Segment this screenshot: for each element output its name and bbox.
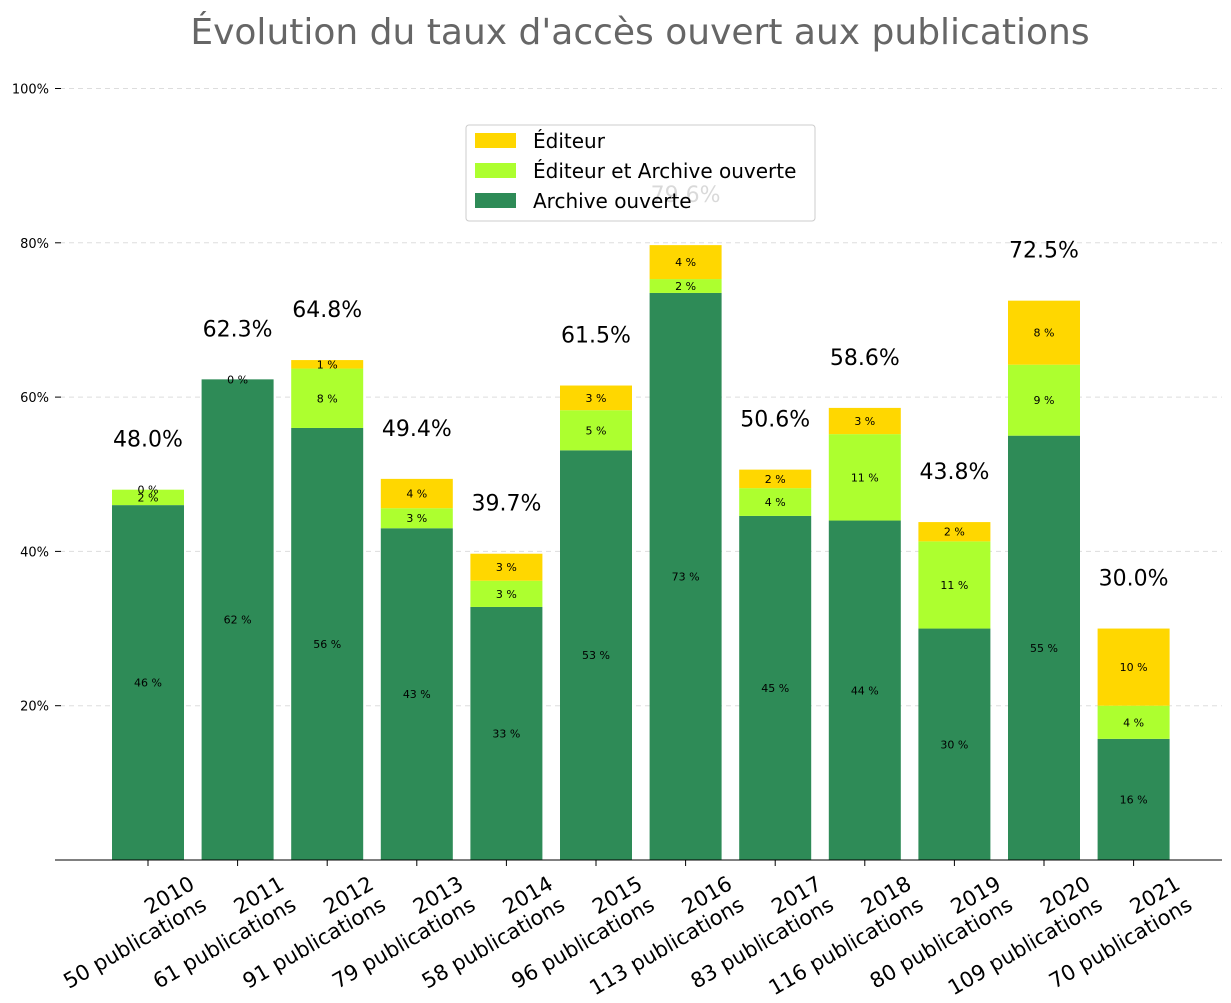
total-label: 50.6% <box>740 408 810 433</box>
segment-label: 4 % <box>406 488 427 501</box>
bar-segment <box>739 515 812 860</box>
segment-label: 62 % <box>224 614 252 627</box>
segment-label: 0 % <box>138 484 159 497</box>
bar-segment <box>291 368 364 428</box>
segment-label: 1 % <box>317 358 338 371</box>
legend: Éditeur Éditeur et Archive ouverte Archive… <box>465 124 816 222</box>
segment-label: 2 % <box>765 473 786 486</box>
segment-label: 3 % <box>496 588 517 601</box>
bar-segment <box>380 478 453 509</box>
segment-label: 33 % <box>492 727 520 740</box>
segment-label: 56 % <box>313 638 341 651</box>
y-tick-label: 60% <box>20 391 49 406</box>
segment-label: 46 % <box>134 677 162 690</box>
segment-label: 11 % <box>940 579 968 592</box>
segment-label: 2 % <box>944 526 965 539</box>
bar-segment <box>828 407 901 435</box>
bar-segment <box>560 385 632 411</box>
segment-label: 8 % <box>317 392 338 405</box>
segment-label: 53 % <box>582 649 610 662</box>
bar-segment <box>291 360 364 369</box>
segment-label: 30 % <box>940 738 968 751</box>
bar-segment <box>1008 364 1080 436</box>
total-label: 48.0% <box>113 428 183 453</box>
segment-label: 10 % <box>1120 661 1148 674</box>
total-label: 64.8% <box>292 298 362 323</box>
segment-label: 5 % <box>586 424 607 437</box>
bar-segment <box>918 541 991 629</box>
segment-label: 2 % <box>138 491 159 504</box>
total-label: 43.8% <box>919 460 989 485</box>
bar-segment <box>560 410 632 451</box>
y-tick-label: 40% <box>20 545 49 560</box>
legend-frame <box>465 124 816 222</box>
bar-segment <box>112 505 184 860</box>
segment-label: 43 % <box>403 688 431 701</box>
bar-segment <box>380 528 453 860</box>
legend-label: Archive ouverte <box>533 189 692 213</box>
segment-label: 3 % <box>854 415 875 428</box>
bar-segment <box>1008 300 1080 365</box>
segment-label: 3 % <box>406 512 427 525</box>
total-label: 61.5% <box>561 324 631 349</box>
bar-segment <box>470 580 543 607</box>
segment-label: 4 % <box>1123 716 1144 729</box>
bar-segment <box>739 488 812 516</box>
bar-segment <box>112 489 184 506</box>
bar-segment <box>649 279 722 293</box>
bar-segment <box>739 469 812 489</box>
segment-label: 9 % <box>1034 394 1055 407</box>
bar-segment <box>201 379 274 860</box>
segment-label: 44 % <box>851 684 879 697</box>
bar-segment <box>649 245 722 280</box>
segment-label: 45 % <box>761 682 789 695</box>
x-tick-count: 50 publications <box>59 892 210 993</box>
segment-label: 3 % <box>586 392 607 405</box>
chart-title: Évolution du taux d'accès ouvert aux pub… <box>190 11 1089 53</box>
bars: 46 %2 %0 %62 %0 %56 %8 %1 %43 %3 %4 %33 … <box>112 245 1170 860</box>
bar-segment <box>1097 628 1170 706</box>
segment-label: 4 % <box>765 496 786 509</box>
segment-label: 16 % <box>1120 793 1148 806</box>
y-tick-label: 20% <box>20 700 49 715</box>
segment-label: 11 % <box>851 471 879 484</box>
bar-segment <box>380 508 453 529</box>
total-label: 39.7% <box>471 492 541 517</box>
bar-segment <box>560 450 632 860</box>
total-label: 58.6% <box>830 346 900 371</box>
total-label: 49.4% <box>382 417 452 442</box>
bar-segment <box>470 553 543 581</box>
bar-segment <box>291 427 364 860</box>
segment-label: 2 % <box>675 280 696 293</box>
bar-segment <box>470 606 543 860</box>
bar-segment <box>828 434 901 521</box>
y-axis: 20% 40% 60% 80% 100% <box>12 83 61 715</box>
bar-segment <box>828 520 901 860</box>
bar-segment <box>1008 435 1080 860</box>
bar-segment <box>918 628 991 860</box>
bar-segment <box>1097 705 1170 739</box>
legend-swatch <box>475 193 516 208</box>
bar-segment <box>918 522 991 542</box>
segment-label: 0 % <box>227 373 248 386</box>
legend-label: Éditeur et Archive ouverte <box>533 159 796 183</box>
legend-swatch <box>475 133 516 148</box>
total-label: 72.5% <box>1009 239 1079 264</box>
y-tick-label: 80% <box>20 237 49 252</box>
bar-segment <box>649 292 722 860</box>
segment-label: 73 % <box>672 570 700 583</box>
segment-label: 55 % <box>1030 642 1058 655</box>
bar-segment <box>1097 738 1170 860</box>
segment-label: 3 % <box>496 561 517 574</box>
legend-label: Éditeur <box>533 129 606 153</box>
y-tick-label: 100% <box>12 83 49 98</box>
total-label: 30.0% <box>1099 567 1169 592</box>
legend-swatch <box>475 163 516 178</box>
segment-label: 8 % <box>1034 327 1055 340</box>
segment-label: 4 % <box>675 256 696 269</box>
total-label: 62.3% <box>203 317 273 342</box>
